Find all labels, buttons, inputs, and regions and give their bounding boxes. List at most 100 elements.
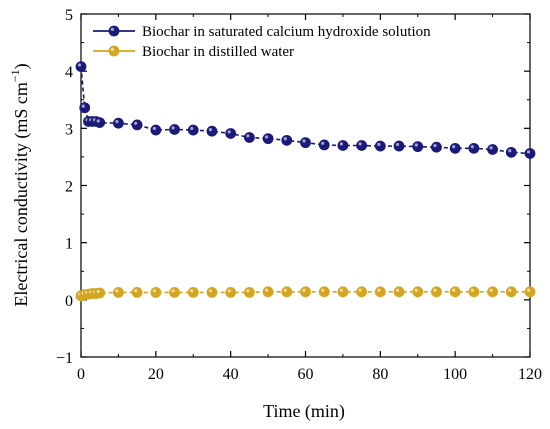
data-point-highlight: [152, 126, 156, 131]
data-point-highlight: [96, 289, 100, 293]
data-point-highlight: [134, 289, 138, 293]
data-point: [131, 119, 143, 131]
data-point: [431, 286, 442, 298]
legend-label: Biochar in distilled water: [142, 44, 294, 60]
data-point-highlight: [208, 289, 213, 293]
y-tick-label: 3: [65, 121, 73, 138]
data-point-highlight: [452, 288, 456, 292]
data-point: [300, 286, 311, 298]
data-point: [412, 141, 424, 153]
data-point: [131, 287, 143, 298]
data-point-highlight: [115, 119, 119, 124]
data-point: [449, 286, 461, 298]
data-point-highlight: [377, 288, 381, 292]
data-point-highlight: [452, 145, 456, 149]
data-point-highlight: [339, 142, 344, 146]
data-point-highlight: [152, 289, 156, 293]
data-point: [505, 146, 517, 158]
data-point: [337, 286, 349, 298]
data-point: [318, 139, 330, 151]
data-point-highlight: [190, 126, 194, 131]
data-point: [206, 287, 218, 298]
y-axis-title: Electrical conductivity (mS cm−1): [8, 63, 32, 306]
y-tick-label: 5: [65, 7, 73, 24]
data-point-highlight: [358, 288, 362, 292]
data-point-highlight: [508, 149, 512, 153]
x-tick-label: 60: [298, 366, 314, 383]
data-point-highlight: [77, 63, 82, 67]
data-point: [449, 142, 461, 154]
x-axis-title: Time (min): [263, 401, 345, 422]
data-point-highlight: [227, 289, 231, 293]
data-point: [262, 286, 274, 298]
legend-item-1: Biochar in saturated calcium hydroxide s…: [93, 24, 431, 40]
x-tick-label: 20: [148, 366, 164, 383]
legend-marker: [108, 45, 120, 57]
y-tick-label: −1: [56, 350, 73, 367]
y-axis-title-close: ): [11, 63, 32, 69]
y-axis-title-superscript: −1: [8, 69, 22, 82]
data-point: [487, 286, 498, 298]
data-point: [169, 124, 180, 135]
data-point: [281, 286, 293, 298]
data-point: [468, 286, 480, 298]
data-point: [393, 286, 405, 298]
x-tick-label: 80: [372, 366, 388, 383]
series-2: [75, 286, 536, 302]
data-point: [243, 287, 255, 298]
data-point: [318, 286, 330, 298]
data-point-highlight: [395, 142, 400, 147]
data-point: [300, 137, 311, 149]
data-point: [75, 61, 87, 72]
y-tick-label: 1: [65, 236, 73, 253]
data-point-highlight: [414, 288, 418, 292]
x-tick-label: 120: [518, 366, 542, 383]
data-point: [374, 286, 386, 298]
data-point: [393, 140, 405, 152]
data-point-highlight: [302, 288, 306, 292]
data-point: [150, 124, 162, 136]
data-point: [94, 287, 106, 299]
data-point-highlight: [81, 104, 85, 108]
data-point: [281, 134, 293, 146]
legend-label: Biochar in saturated calcium hydroxide s…: [142, 24, 431, 40]
data-point: [169, 287, 180, 298]
data-point-highlight: [433, 143, 437, 148]
data-point: [94, 117, 106, 129]
data-point: [225, 287, 237, 298]
data-point: [337, 140, 349, 151]
data-point-highlight: [115, 289, 119, 293]
legend-marker: [108, 25, 120, 37]
data-point-highlight: [470, 145, 474, 149]
data-point-highlight: [321, 141, 325, 145]
data-point-highlight: [470, 288, 474, 292]
data-point: [412, 286, 424, 298]
x-tick-label: 40: [223, 366, 239, 383]
data-point: [225, 128, 237, 139]
data-point-highlight: [489, 288, 493, 292]
data-point-highlight: [96, 119, 100, 123]
data-point-highlight: [283, 288, 287, 292]
data-point-highlight: [246, 289, 250, 293]
data-point-highlight: [283, 137, 287, 141]
data-point: [356, 286, 368, 298]
legend-marker-highlight: [110, 27, 115, 31]
data-point: [431, 141, 442, 153]
y-tick-label: 0: [65, 293, 73, 310]
data-point-highlight: [377, 142, 381, 147]
data-point-highlight: [526, 288, 531, 292]
data-point: [206, 125, 218, 137]
data-point: [487, 144, 498, 155]
data-point: [262, 133, 274, 145]
data-point-highlight: [358, 142, 362, 146]
x-tick-label: 100: [443, 366, 467, 383]
legend-item-2: Biochar in distilled water: [93, 44, 294, 60]
data-point-highlight: [171, 126, 175, 130]
data-point: [187, 124, 199, 136]
y-tick-label: 2: [65, 179, 73, 196]
data-point-highlight: [264, 135, 269, 139]
data-point-highlight: [339, 288, 344, 292]
data-point: [524, 286, 536, 298]
